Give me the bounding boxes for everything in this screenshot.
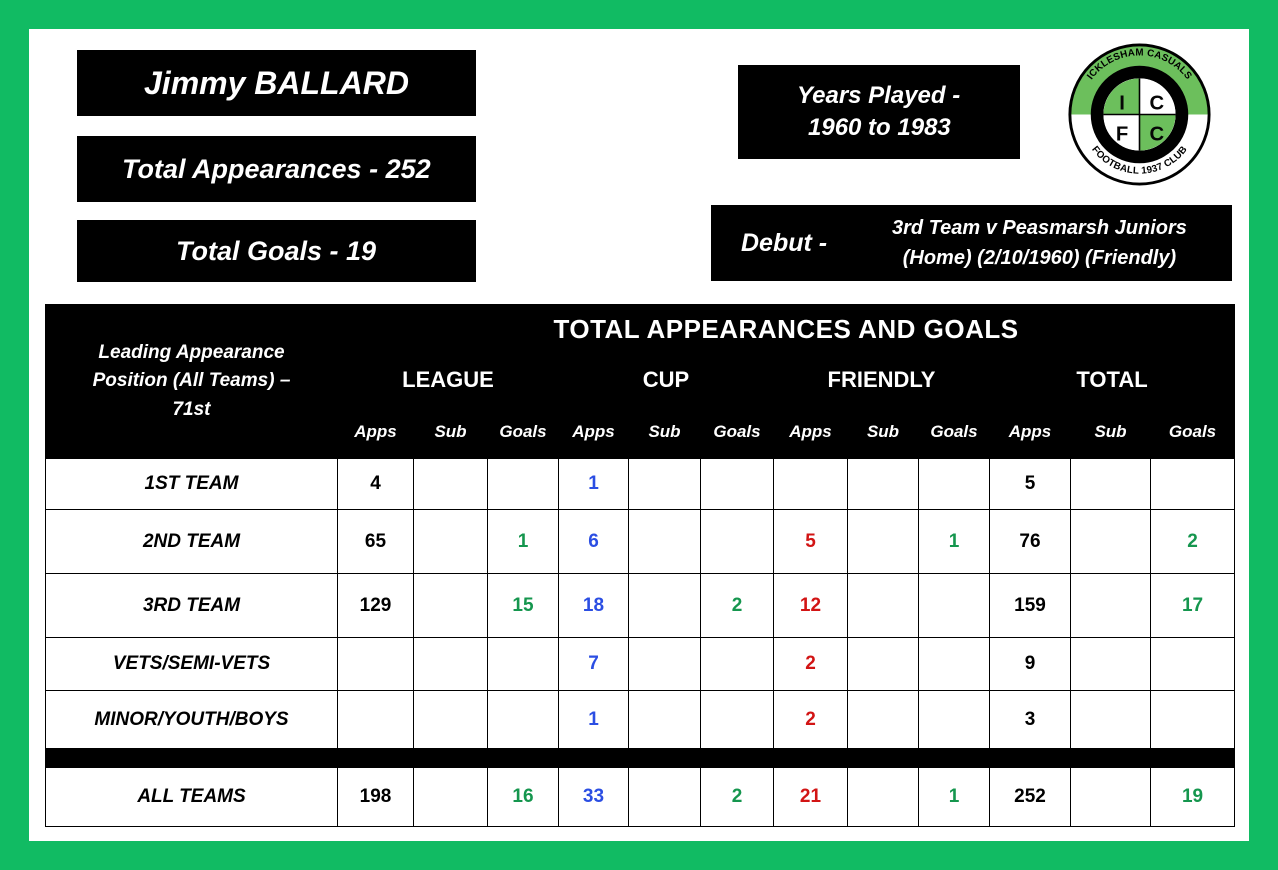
svg-text:C: C xyxy=(1150,92,1165,114)
svg-text:C: C xyxy=(1150,124,1165,146)
svg-text:F: F xyxy=(1116,124,1128,146)
svg-text:I: I xyxy=(1119,92,1125,114)
